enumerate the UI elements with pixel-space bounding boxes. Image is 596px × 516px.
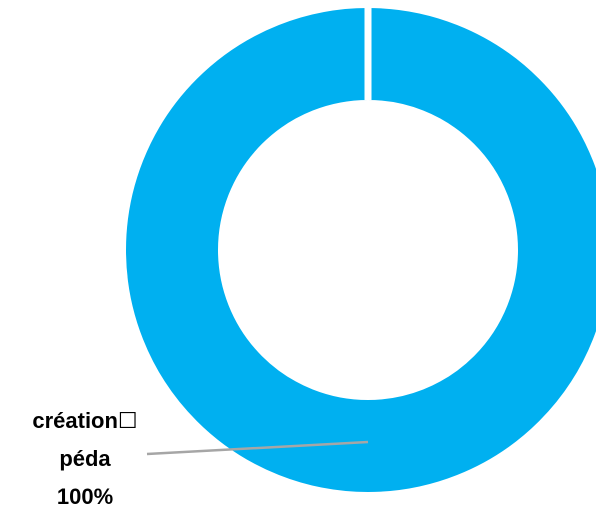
donut-slice-0 (126, 8, 596, 492)
data-label-value: 100% (56, 484, 114, 509)
leader-line (146, 440, 369, 456)
data-label: création☐ péda 100% (20, 402, 150, 516)
data-label-category-line2: péda (59, 446, 111, 471)
data-label-category-line1: création☐ (32, 408, 138, 433)
donut-slices (126, 8, 596, 492)
